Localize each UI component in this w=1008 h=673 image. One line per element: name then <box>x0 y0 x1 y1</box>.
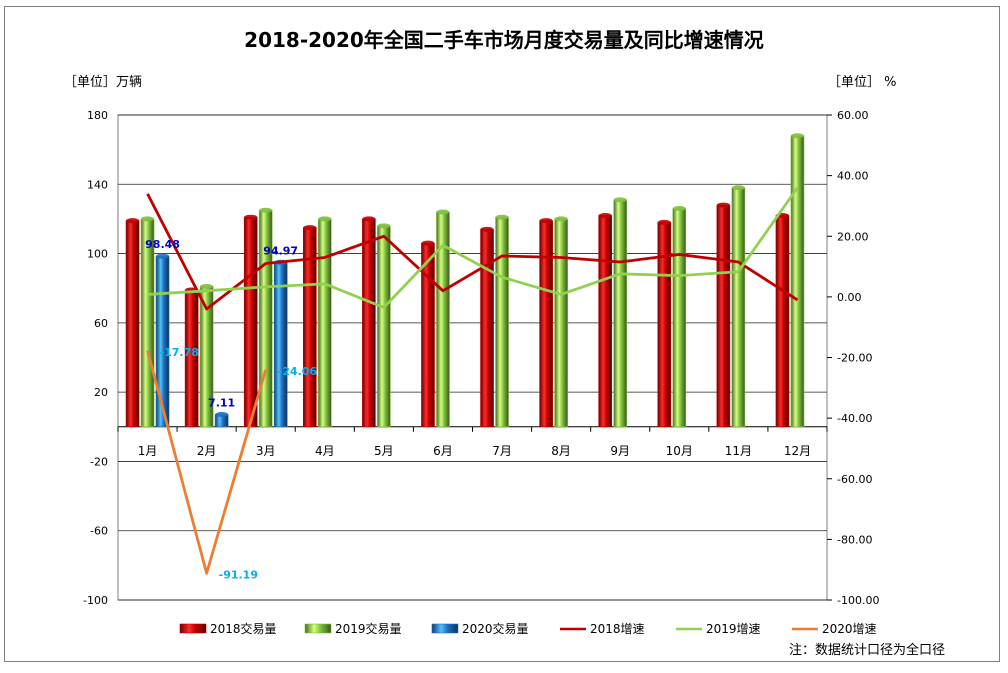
bar-2018交易量 <box>362 218 376 428</box>
bar-2019交易量 <box>258 209 273 428</box>
legend-label: 2019交易量 <box>335 621 402 636</box>
right-tick-label: -60.00 <box>837 473 872 486</box>
left-tick-label: 140 <box>87 178 108 191</box>
bar-cap <box>436 209 450 215</box>
bar-cap <box>362 216 376 222</box>
bar-2019交易量 <box>377 225 391 428</box>
left-tick-label: -20 <box>90 455 108 468</box>
right-tick-label: 60.00 <box>837 109 869 122</box>
legend-label: 2020增速 <box>822 622 877 636</box>
line-data-label: -24.06 <box>278 365 318 378</box>
bar-data-label: 7.11 <box>208 396 235 409</box>
bar-cap <box>539 218 553 224</box>
bar-2019交易量 <box>554 218 568 428</box>
category-label: 3月 <box>256 444 276 458</box>
bar-cap <box>377 223 391 229</box>
category-label: 8月 <box>551 444 571 458</box>
legend-swatch <box>431 623 459 634</box>
right-tick-label: -80.00 <box>837 533 872 546</box>
category-label: 1月 <box>138 444 158 458</box>
legend-label: 2018交易量 <box>210 621 277 636</box>
line-2019增速 <box>147 186 799 309</box>
left-tick-label: 100 <box>87 248 108 261</box>
chart-title: 2018-2020年全国二手车市场月度交易量及同比增速情况 <box>244 28 764 52</box>
legend-label: 2020交易量 <box>462 621 529 636</box>
right-tick-label: 40.00 <box>837 170 869 183</box>
legend-swatch <box>179 623 207 634</box>
category-label: 9月 <box>610 444 630 458</box>
category-label: 2月 <box>197 444 217 458</box>
bar-2018交易量 <box>539 220 553 428</box>
bar-2019交易量 <box>672 208 687 428</box>
left-tick-label: 60 <box>94 317 108 330</box>
bar-2019交易量 <box>317 218 332 428</box>
left-tick-label: 180 <box>87 109 108 122</box>
line-2020增速 <box>146 350 268 575</box>
legend-label: 2018增速 <box>590 622 645 636</box>
bar-2018交易量 <box>243 216 258 428</box>
bar-2018交易量 <box>598 215 613 428</box>
right-tick-label: 20.00 <box>837 230 869 243</box>
bar-2019交易量 <box>790 135 805 428</box>
right-tick-label: -100.00 <box>837 594 879 607</box>
right-tick-label: 0.00 <box>837 291 862 304</box>
bar-cap <box>244 214 258 220</box>
bar-2018交易量 <box>775 215 790 428</box>
category-label: 6月 <box>433 444 453 458</box>
bar-data-label: 98.48 <box>145 238 180 251</box>
bar-cap <box>318 216 332 222</box>
bar-cap <box>731 185 745 191</box>
bar-2019交易量 <box>731 187 746 428</box>
bar-cap <box>156 253 170 259</box>
bar-2018交易量 <box>480 229 494 428</box>
bar-cap <box>613 197 627 203</box>
bar-2018交易量 <box>657 222 672 428</box>
bar-cap <box>141 216 155 222</box>
bar-cap <box>716 202 730 208</box>
bar-cap <box>215 411 229 417</box>
bar-2019交易量 <box>495 216 509 428</box>
bar-2018交易量 <box>421 242 435 428</box>
line-2018增速 <box>146 193 799 311</box>
left-tick-label: -60 <box>90 525 108 538</box>
bar-2019交易量 <box>613 199 628 428</box>
right-tick-label: -40.00 <box>837 412 872 425</box>
category-label: 11月 <box>725 444 752 458</box>
bar-2020交易量 <box>155 255 170 428</box>
line-data-label: -91.19 <box>219 568 258 581</box>
right-tick-label: -20.00 <box>837 352 872 365</box>
bar-cap <box>598 212 612 218</box>
bar-cap <box>259 207 273 213</box>
legend-swatch <box>304 623 332 634</box>
bar-2018交易量 <box>125 220 140 428</box>
left-axis-unit: ［单位］万辆 <box>64 75 142 90</box>
bar-cap <box>495 214 509 220</box>
bar-cap <box>480 226 494 232</box>
bar-cap <box>790 133 804 139</box>
right-axis-unit: ［单位］ % <box>828 75 897 90</box>
left-tick-label: 20 <box>94 386 108 399</box>
bar-data-label: 94.97 <box>263 244 298 257</box>
bar-cap <box>200 283 214 289</box>
chart-note: 注：数据统计口径为全口径 <box>789 642 945 658</box>
bar-2018交易量 <box>716 204 731 428</box>
bar-cap <box>126 218 140 224</box>
left-tick-label: -100 <box>83 594 108 607</box>
bar-cap <box>303 225 317 231</box>
category-label: 4月 <box>315 444 335 458</box>
bar-cap <box>421 240 435 246</box>
bar-cap <box>657 219 671 225</box>
bar-cap <box>672 206 686 212</box>
plot-area <box>117 114 828 601</box>
bar-cap <box>554 216 568 222</box>
category-label: 7月 <box>492 444 512 458</box>
category-label: 5月 <box>374 444 394 458</box>
legend-label: 2019增速 <box>706 622 761 636</box>
category-label: 12月 <box>784 444 811 458</box>
category-label: 10月 <box>666 444 693 458</box>
line-data-label: -17.78 <box>160 346 199 359</box>
